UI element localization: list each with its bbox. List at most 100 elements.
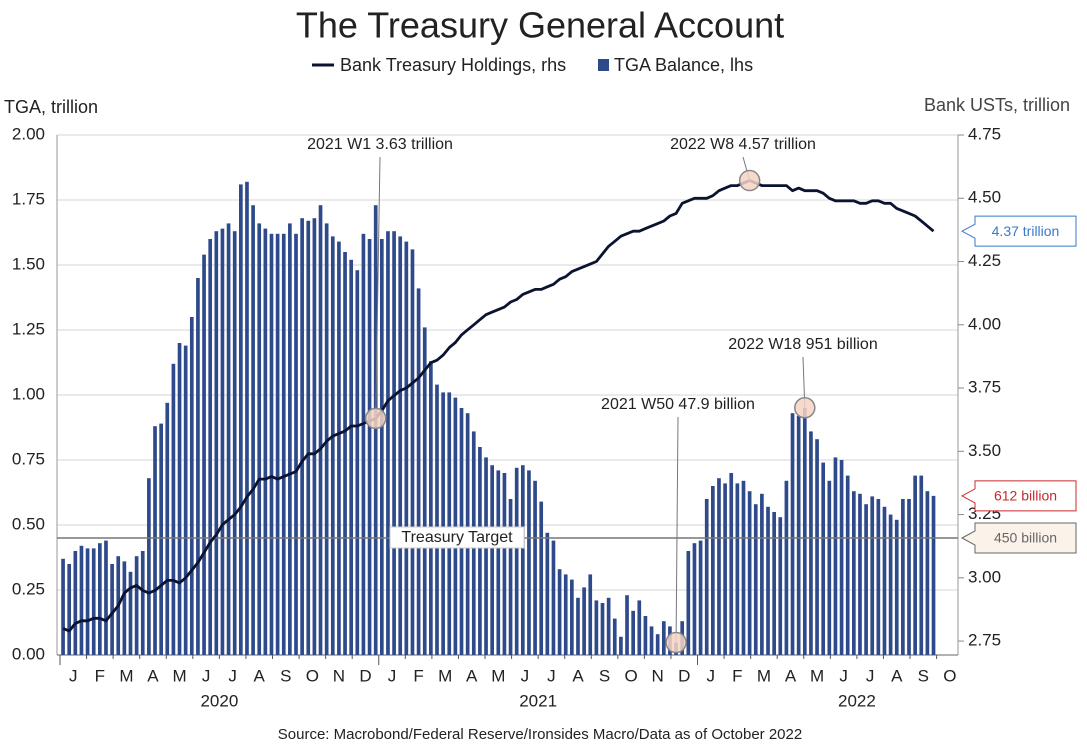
x-tick-label: M bbox=[119, 666, 133, 685]
bar bbox=[196, 278, 200, 655]
bar bbox=[453, 397, 458, 655]
bar bbox=[643, 616, 648, 655]
x-tick-label: O bbox=[306, 666, 319, 685]
bar bbox=[717, 478, 721, 655]
y-tick-label: 1.75 bbox=[12, 189, 45, 208]
x-tick-label: A bbox=[466, 666, 478, 685]
bar bbox=[901, 499, 905, 655]
bar bbox=[686, 551, 691, 655]
bar bbox=[747, 491, 752, 655]
bar bbox=[288, 223, 292, 655]
bar bbox=[257, 223, 262, 655]
line bbox=[62, 179, 935, 633]
callout-box bbox=[960, 215, 1077, 247]
y-tick-label: 0.75 bbox=[12, 449, 45, 468]
bar bbox=[306, 220, 311, 656]
x-tick-label: J bbox=[521, 666, 530, 685]
callout-box bbox=[960, 522, 1077, 554]
annotation-marker bbox=[364, 407, 387, 430]
bar bbox=[625, 595, 629, 655]
bar bbox=[870, 496, 875, 655]
bar bbox=[539, 501, 544, 655]
x-tick-label: S bbox=[918, 666, 929, 685]
bar bbox=[361, 233, 366, 656]
bar bbox=[790, 413, 795, 655]
bar bbox=[815, 439, 819, 655]
y2-tick-label: 4.00 bbox=[968, 314, 1001, 333]
bar bbox=[527, 470, 531, 655]
bar bbox=[490, 465, 495, 655]
bar bbox=[478, 447, 482, 655]
y-tick-label: 0.00 bbox=[12, 644, 45, 663]
bar bbox=[318, 205, 323, 655]
bar bbox=[122, 561, 127, 655]
x-tick-label: M bbox=[757, 666, 771, 685]
y-axis-label: TGA, trillion bbox=[4, 97, 98, 117]
y-tick-label: 2.00 bbox=[12, 124, 45, 143]
bar bbox=[594, 600, 599, 655]
y2-tick-label: 3.50 bbox=[968, 441, 1001, 460]
bar bbox=[551, 540, 556, 655]
bar bbox=[416, 288, 421, 655]
bar bbox=[435, 384, 439, 655]
bar bbox=[588, 574, 593, 655]
y2-tick-label: 2.75 bbox=[968, 631, 1001, 650]
bar bbox=[61, 558, 65, 655]
x-tick-label: F bbox=[732, 666, 742, 685]
x-tick-label: A bbox=[891, 666, 903, 685]
annotation-leader bbox=[375, 156, 381, 419]
bar bbox=[864, 504, 868, 655]
bar bbox=[300, 218, 304, 655]
bar bbox=[275, 233, 280, 656]
bar bbox=[619, 636, 623, 655]
bar bbox=[441, 392, 445, 655]
legend-label: TGA Balance, lhs bbox=[614, 55, 753, 75]
bar bbox=[147, 478, 151, 655]
bar bbox=[159, 423, 163, 655]
bar bbox=[600, 603, 605, 655]
bar bbox=[545, 532, 550, 655]
callout-label: 4.37 trillion bbox=[992, 223, 1060, 239]
bar bbox=[576, 597, 580, 655]
bar bbox=[514, 467, 519, 655]
bar bbox=[447, 392, 452, 655]
x-tick-label: M bbox=[172, 666, 186, 685]
bar bbox=[202, 254, 206, 655]
annotation-marker bbox=[738, 169, 761, 192]
bar bbox=[729, 473, 734, 655]
bar bbox=[392, 231, 396, 655]
callout-box bbox=[960, 480, 1077, 512]
legend-label: Bank Treasury Holdings, rhs bbox=[340, 55, 566, 75]
bar bbox=[177, 343, 182, 655]
y2-tick-label: 4.75 bbox=[968, 124, 1001, 143]
bar bbox=[379, 239, 384, 655]
bar bbox=[563, 574, 568, 655]
annotation-label: 2022 W8 4.57 trillion bbox=[670, 136, 816, 153]
annotation-leader bbox=[675, 416, 679, 643]
bar bbox=[858, 493, 862, 655]
x-tick-label: M bbox=[438, 666, 452, 685]
bar bbox=[238, 184, 243, 655]
bar bbox=[496, 470, 501, 655]
y-tick-label: 1.25 bbox=[12, 319, 45, 338]
bar bbox=[612, 618, 617, 655]
target-label-bg bbox=[389, 526, 525, 549]
bar bbox=[704, 499, 709, 655]
bar bbox=[570, 579, 574, 655]
bar bbox=[104, 540, 108, 655]
x-tick-label: J bbox=[839, 666, 848, 685]
bar bbox=[735, 483, 740, 655]
x-tick-label: J bbox=[228, 666, 237, 685]
bar bbox=[410, 249, 415, 655]
x-tick-label: D bbox=[678, 666, 690, 685]
y-tick-label: 0.50 bbox=[12, 514, 45, 533]
bar bbox=[533, 480, 537, 655]
bar bbox=[110, 564, 114, 655]
bar bbox=[778, 517, 783, 655]
bar bbox=[894, 519, 899, 655]
y2-tick-label: 4.25 bbox=[968, 251, 1001, 270]
bar bbox=[888, 514, 893, 655]
annotation-marker bbox=[665, 631, 687, 654]
bar bbox=[355, 270, 360, 655]
bar bbox=[128, 571, 133, 655]
